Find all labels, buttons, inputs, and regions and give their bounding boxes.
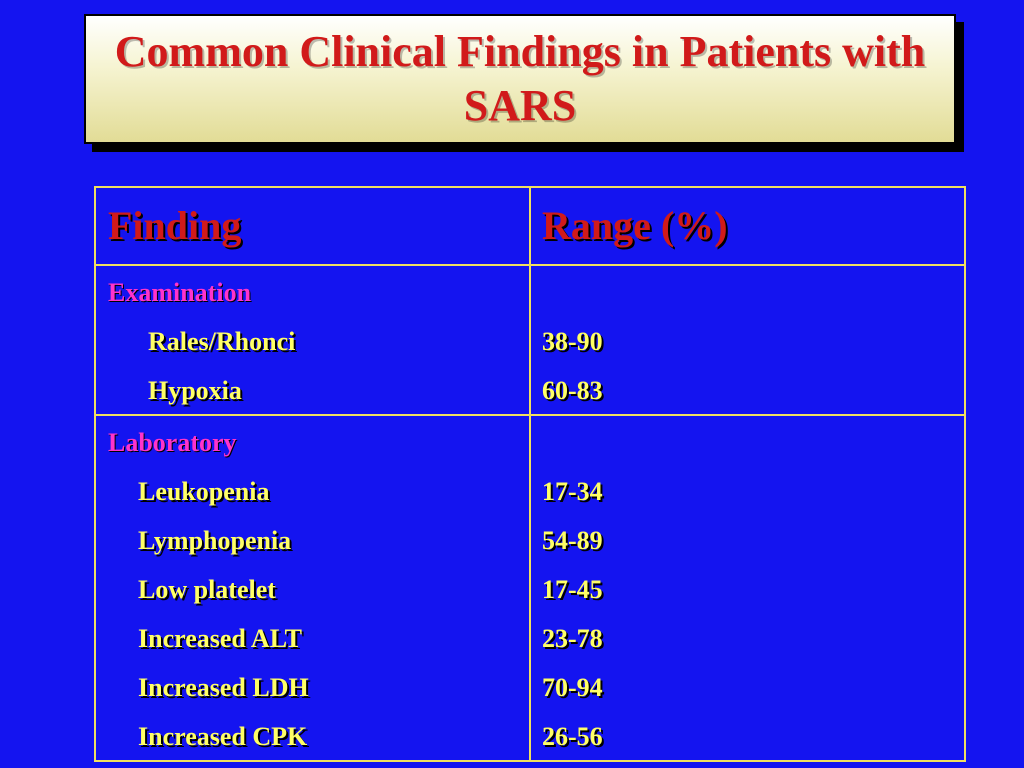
table-row-finding: Increased ALT <box>138 624 302 653</box>
table-row-finding: Leukopenia <box>138 477 270 506</box>
table-row-range: 38-90 <box>542 327 603 356</box>
findings-table: Finding Range (%) Examination Rales/Rhon… <box>94 186 966 762</box>
table-row-finding: Low platelet <box>138 575 276 604</box>
table-row-range: 54-89 <box>542 526 603 555</box>
header-finding: Finding <box>108 203 242 248</box>
section-label-examination: Examination <box>108 278 252 307</box>
table-row-range: 60-83 <box>542 376 603 405</box>
title-box: Common Clinical Findings in Patients wit… <box>84 14 956 144</box>
table-row-finding: Hypoxia <box>148 376 242 405</box>
table-row-finding: Lymphopenia <box>138 526 292 555</box>
table-row-finding: Increased CPK <box>138 722 308 751</box>
table-row-range: 17-34 <box>542 477 603 506</box>
table-row-finding: Increased LDH <box>138 673 309 702</box>
column-divider <box>529 188 531 760</box>
examination-section: Examination Rales/Rhonci 38-90 Hypoxia 6… <box>96 266 964 416</box>
table-header-row: Finding Range (%) <box>96 188 964 266</box>
table-row-finding: Rales/Rhonci <box>148 327 296 356</box>
table-row-range: 70-94 <box>542 673 603 702</box>
laboratory-section: Laboratory Leukopenia 17-34 Lymphopenia … <box>96 416 964 760</box>
header-range: Range (%) <box>542 203 728 248</box>
table-row-range: 23-78 <box>542 624 603 653</box>
slide-title: Common Clinical Findings in Patients wit… <box>114 27 926 130</box>
table-row-range: 26-56 <box>542 722 603 751</box>
table-row-range: 17-45 <box>542 575 603 604</box>
section-label-laboratory: Laboratory <box>108 428 237 457</box>
